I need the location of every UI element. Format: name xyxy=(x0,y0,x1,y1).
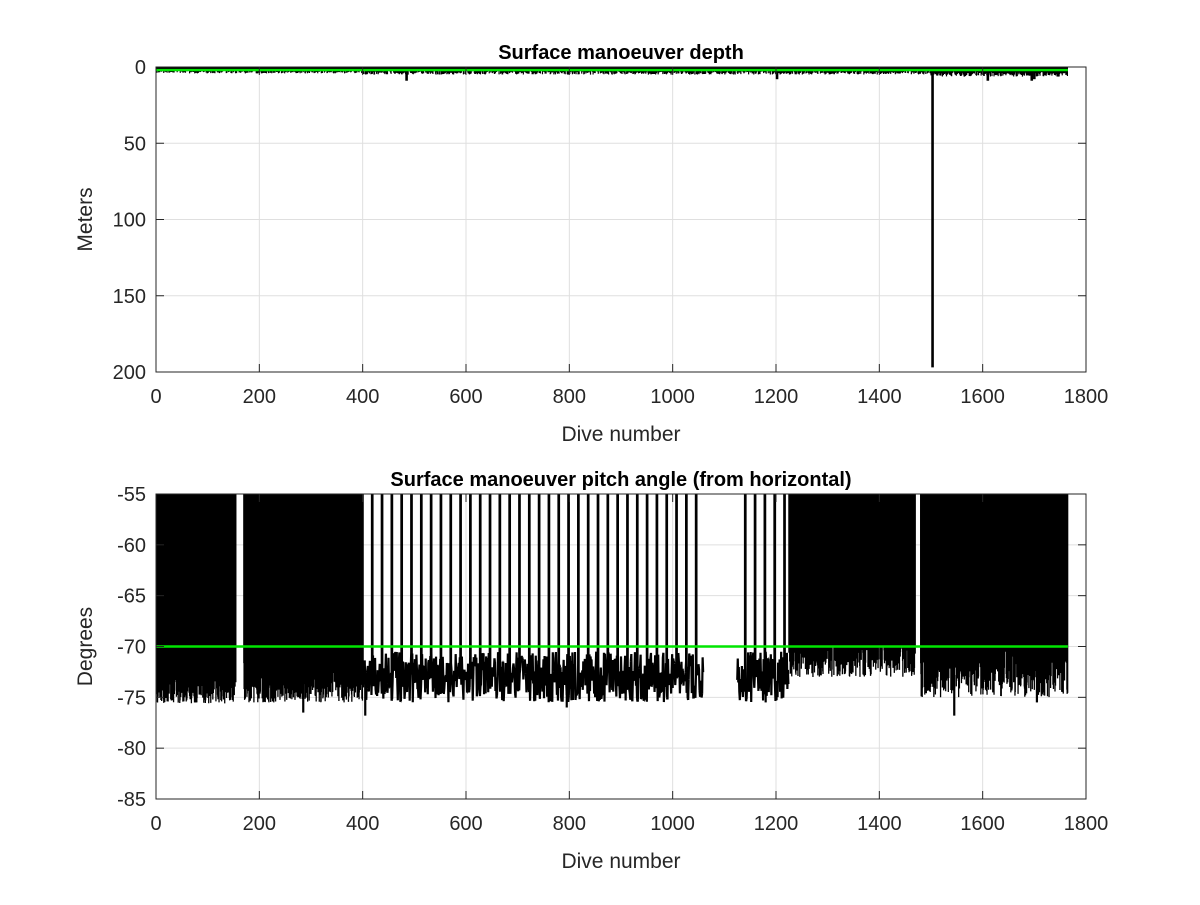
y-tick-label: -65 xyxy=(117,586,146,608)
pitch-y-axis-label: Degrees xyxy=(74,607,97,686)
y-tick-label: 150 xyxy=(113,286,146,308)
x-tick-label: 800 xyxy=(553,813,586,835)
depth-y-ticks: 0 50 100 150 200 xyxy=(113,57,1086,384)
y-tick-label: -75 xyxy=(117,687,146,709)
x-tick-label: 400 xyxy=(346,386,379,408)
y-tick-label: 200 xyxy=(113,362,146,384)
y-tick-label: 0 xyxy=(135,57,146,79)
y-tick-label: -80 xyxy=(117,738,146,760)
x-tick-label: 1400 xyxy=(857,386,902,408)
x-tick-label: 0 xyxy=(150,386,161,408)
depth-x-axis-label: Dive number xyxy=(561,423,680,446)
x-tick-label: 1200 xyxy=(754,386,799,408)
x-tick-label: 200 xyxy=(243,813,276,835)
y-tick-label: 100 xyxy=(113,210,146,232)
x-tick-label: 1000 xyxy=(650,813,695,835)
depth-y-axis-label: Meters xyxy=(74,187,97,251)
y-tick-label: -55 xyxy=(117,484,146,506)
pitch-series xyxy=(155,494,1069,716)
x-tick-label: 800 xyxy=(553,386,586,408)
x-tick-label: 0 xyxy=(150,813,161,835)
pitch-dense-bars xyxy=(155,494,1069,704)
x-tick-label: 1600 xyxy=(960,386,1005,408)
x-tick-label: 1400 xyxy=(857,813,902,835)
x-tick-label: 1800 xyxy=(1064,386,1109,408)
x-tick-label: 600 xyxy=(449,813,482,835)
depth-x-ticks: 0 200 400 600 800 1000 1200 1400 1600 1800 xyxy=(150,67,1108,408)
pitch-x-ticks: 0 200 400 600 800 1000 1200 1400 1600 1800 xyxy=(150,494,1108,835)
depth-plot: 0 200 400 600 800 1000 1200 1400 1600 1800 050100… xyxy=(74,42,1108,446)
pitch-plot: 0 200 400 600 800 1000 1200 1400 1600 1800 -55 -60… xyxy=(74,469,1108,873)
x-tick-label: 1200 xyxy=(754,813,799,835)
x-tick-label: 1800 xyxy=(1064,813,1109,835)
pitch-y-ticks: -55 -60 -65 -70 -75 -80 -85 xyxy=(117,484,1086,811)
pitch-x-axis-label: Dive number xyxy=(561,850,680,873)
depth-title: Surface manoeuver depth xyxy=(498,42,744,64)
x-tick-label: 400 xyxy=(346,813,379,835)
x-tick-label: 200 xyxy=(243,386,276,408)
y-tick-label: -70 xyxy=(117,637,146,659)
pitch-title: Surface manoeuver pitch angle (from hori… xyxy=(390,469,851,491)
y-tick-label: -60 xyxy=(117,535,146,557)
y-tick-label: 50 xyxy=(124,133,146,155)
x-tick-label: 600 xyxy=(449,386,482,408)
pitch-sparse-trace xyxy=(361,494,790,703)
x-tick-label: 1600 xyxy=(960,813,1005,835)
y-tick-label: -85 xyxy=(117,789,146,811)
x-tick-label: 1000 xyxy=(650,386,695,408)
